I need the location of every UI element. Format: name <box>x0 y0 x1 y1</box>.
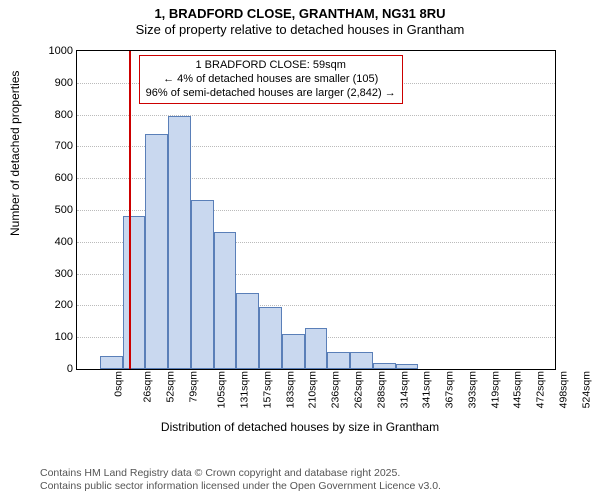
x-tick-label: 314sqm <box>398 371 410 408</box>
histogram-bar <box>214 232 237 369</box>
footer-line2: Contains public sector information licen… <box>40 480 441 494</box>
info-line2: ← 4% of detached houses are smaller (105… <box>146 73 396 87</box>
histogram-bar <box>123 216 146 369</box>
y-tick-label: 600 <box>37 172 77 184</box>
x-tick-label: 236sqm <box>330 371 342 408</box>
plot-area: 010020030040050060070080090010000sqm26sq… <box>76 50 556 370</box>
histogram-bar <box>327 352 350 369</box>
x-tick-label: 105sqm <box>216 371 228 408</box>
histogram-bar <box>373 363 396 369</box>
histogram-bar <box>259 307 282 369</box>
x-tick-label: 524sqm <box>580 371 592 408</box>
histogram-bar <box>282 334 305 369</box>
y-tick-label: 0 <box>37 363 77 375</box>
info-line1: 1 BRADFORD CLOSE: 59sqm <box>146 59 396 73</box>
x-tick-label: 288sqm <box>375 371 387 408</box>
y-tick-label: 200 <box>37 299 77 311</box>
x-tick-label: 79sqm <box>187 371 199 403</box>
y-tick-label: 300 <box>37 268 77 280</box>
x-tick-label: 131sqm <box>239 371 251 408</box>
x-tick-label: 445sqm <box>512 371 524 408</box>
histogram-bar <box>236 293 259 369</box>
x-tick-label: 262sqm <box>352 371 364 408</box>
histogram-bar <box>191 200 214 369</box>
title-line2: Size of property relative to detached ho… <box>0 22 600 38</box>
histogram-bar <box>396 364 419 369</box>
x-tick-label: 0sqm <box>113 371 125 397</box>
y-axis-label: Number of detached properties <box>8 71 22 236</box>
x-tick-label: 498sqm <box>557 371 569 408</box>
histogram-bar <box>168 116 191 369</box>
x-tick-label: 341sqm <box>421 371 433 408</box>
y-tick-label: 900 <box>37 77 77 89</box>
footer-attribution: Contains HM Land Registry data © Crown c… <box>40 467 441 494</box>
y-tick-label: 100 <box>37 331 77 343</box>
y-tick-label: 800 <box>37 109 77 121</box>
x-tick-label: 183sqm <box>284 371 296 408</box>
x-tick-label: 26sqm <box>142 371 154 403</box>
footer-line1: Contains HM Land Registry data © Crown c… <box>40 467 441 481</box>
x-tick-label: 472sqm <box>534 371 546 408</box>
gridline <box>77 115 555 116</box>
chart-title-block: 1, BRADFORD CLOSE, GRANTHAM, NG31 8RU Si… <box>0 0 600 39</box>
x-tick-label: 367sqm <box>443 371 455 408</box>
y-tick-label: 700 <box>37 140 77 152</box>
info-line3: 96% of semi-detached houses are larger (… <box>146 87 396 101</box>
marker-info-box: 1 BRADFORD CLOSE: 59sqm ← 4% of detached… <box>139 55 403 104</box>
histogram-bar <box>145 134 168 369</box>
x-tick-label: 419sqm <box>489 371 501 408</box>
y-tick-label: 500 <box>37 204 77 216</box>
chart-container: Number of detached properties 0100200300… <box>30 46 570 426</box>
x-tick-label: 210sqm <box>307 371 319 408</box>
x-tick-label: 52sqm <box>164 371 176 403</box>
title-line1: 1, BRADFORD CLOSE, GRANTHAM, NG31 8RU <box>0 6 600 22</box>
histogram-bar <box>350 352 373 369</box>
x-axis-label: Distribution of detached houses by size … <box>30 420 570 434</box>
marker-line <box>129 51 131 369</box>
y-tick-label: 1000 <box>37 45 77 57</box>
histogram-bar <box>100 356 123 369</box>
x-tick-label: 393sqm <box>466 371 478 408</box>
x-tick-label: 157sqm <box>261 371 273 408</box>
histogram-bar <box>305 328 328 369</box>
y-tick-label: 400 <box>37 236 77 248</box>
